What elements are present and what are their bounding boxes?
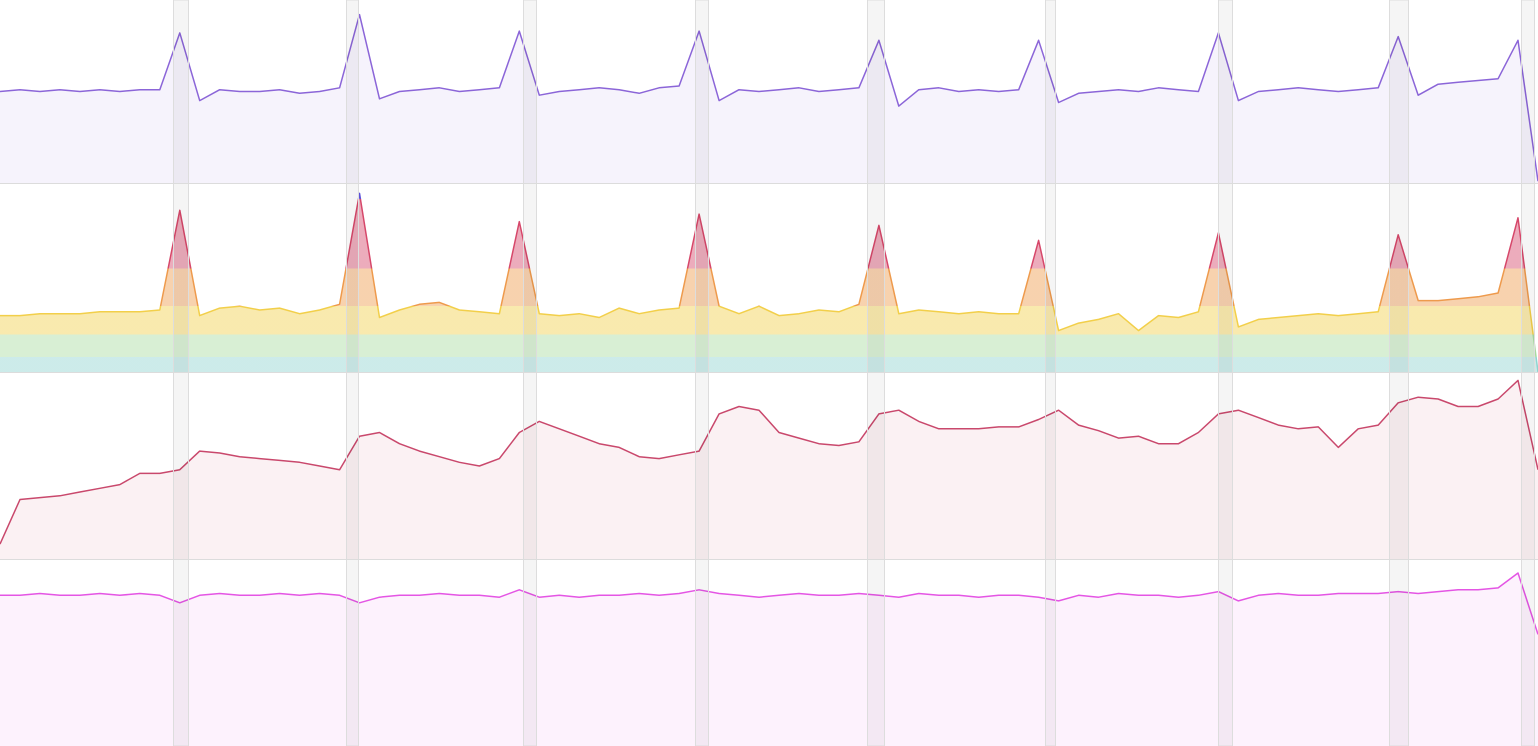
area-line bbox=[0, 13, 1538, 182]
panel-dividers bbox=[0, 183, 1538, 560]
area-fill bbox=[0, 380, 1538, 559]
area-fill bbox=[0, 193, 1538, 372]
area-fill bbox=[0, 14, 1538, 183]
area-line bbox=[0, 379, 1538, 545]
charts bbox=[0, 13, 1538, 746]
area-line bbox=[0, 192, 1538, 373]
area-line bbox=[0, 572, 1538, 635]
area-fill bbox=[0, 573, 1538, 746]
